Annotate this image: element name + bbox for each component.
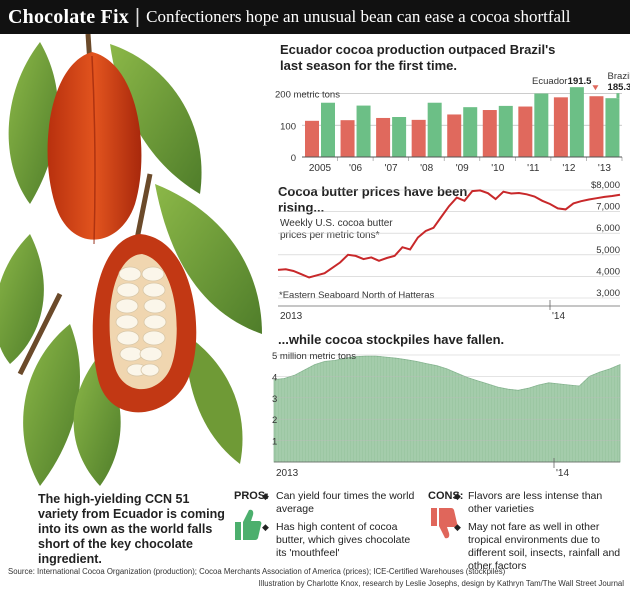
annotation-ecuador-value: 191.5 xyxy=(568,76,592,87)
bar-ecuador xyxy=(305,120,319,157)
x-tick-label: '10 xyxy=(491,163,504,174)
thumbs-up-icon xyxy=(235,509,262,540)
x-tick-label: 2013 xyxy=(276,468,299,479)
pros-item: Can yield four times the world average xyxy=(262,490,422,516)
stockpile-area xyxy=(273,355,621,463)
bar-brazil xyxy=(356,105,371,157)
y-tick-label: 3,000 xyxy=(596,288,620,299)
y-unit-label: 5 million metric tons xyxy=(272,351,356,362)
footer-sources: Source: International Cocoa Organization… xyxy=(8,567,506,576)
bar-brazil xyxy=(605,98,620,157)
bar-ecuador xyxy=(482,110,497,157)
cons-item: May not fare as well in other tropical e… xyxy=(454,521,626,573)
footer: Source: International Cocoa Organization… xyxy=(8,566,624,590)
y-tick-label: 100 xyxy=(280,121,296,132)
price-series-line xyxy=(277,189,621,279)
bar-ecuador xyxy=(589,96,604,157)
x-tick-label: '07 xyxy=(385,163,398,174)
x-tick-label: '14 xyxy=(556,468,569,479)
y-tick-label: 0 xyxy=(291,153,296,164)
y-tick-label: 2 xyxy=(272,415,277,426)
annotation-ecuador-label: Ecuador xyxy=(532,76,567,87)
y-unit-label: 200 metric tons xyxy=(275,90,340,101)
x-tick-label: '11 xyxy=(527,163,540,174)
x-tick-label: '12 xyxy=(562,163,575,174)
y-tick-label: 4,000 xyxy=(596,266,620,277)
price-chart-title: Cocoa butter prices have been rising... xyxy=(278,184,468,215)
y-tick-label: 3 xyxy=(272,394,277,405)
bar-brazil xyxy=(392,117,407,157)
x-tick-label: '13 xyxy=(598,163,611,174)
annotation-ecuador-marker xyxy=(592,85,599,91)
pros-label: PROS: xyxy=(234,490,269,502)
pros-item: Has high content of cocoa butter, which … xyxy=(262,521,422,560)
cocoa-pod-illustration xyxy=(0,34,262,486)
bar-ecuador xyxy=(447,114,462,157)
y-tick-label: $8,000 xyxy=(591,180,620,191)
y-tick-label: 1 xyxy=(272,437,277,448)
bar-ecuador xyxy=(518,106,533,157)
illustration-caption: The high-yielding CCN 51 variety from Ec… xyxy=(38,492,225,566)
cons-item: Flavors are less intense than other vari… xyxy=(454,490,626,516)
bar-ecuador xyxy=(411,119,426,157)
stock-chart-title: ...while cocoa stockpiles have fallen. xyxy=(278,332,505,347)
bar-ecuador xyxy=(553,97,568,157)
x-tick-label: '14 xyxy=(552,311,565,322)
bar-brazil xyxy=(427,102,442,157)
x-tick-label: '06 xyxy=(349,163,362,174)
x-tick-label: '08 xyxy=(420,163,433,174)
x-tick-label: '09 xyxy=(456,163,469,174)
x-tick-label: 2005 xyxy=(309,163,332,174)
brand-title: Chocolate Fix xyxy=(8,5,129,28)
pros-list: Can yield four times the world average H… xyxy=(262,490,422,565)
header-subtitle: Confectioners hope an unusual bean can e… xyxy=(146,7,571,26)
annotation-brazil-value: 185.3 xyxy=(608,82,630,93)
annotation-brazil-leader xyxy=(616,93,620,99)
thumbs-down-icon xyxy=(431,508,458,539)
bar-brazil xyxy=(498,105,513,157)
bar-ecuador xyxy=(376,117,391,157)
y-tick-label: 6,000 xyxy=(596,223,620,234)
cons-list: Flavors are less intense than other vari… xyxy=(454,490,626,578)
header-bar: Chocolate Fix | Confectioners hope an un… xyxy=(0,0,630,34)
bar-brazil xyxy=(321,102,335,157)
y-tick-label: 5,000 xyxy=(596,245,620,256)
price-chart-note: *Eastern Seaboard North of Hatteras xyxy=(279,290,435,301)
price-line-chart: $8,000 7,000 6,000 5,000 4,000 3,000 2013 '14 xyxy=(277,180,621,322)
bar-brazil xyxy=(569,87,584,157)
bar-brazil xyxy=(463,107,478,157)
price-chart-subtitle: Weekly U.S. cocoa butter prices per metr… xyxy=(280,218,393,241)
x-tick-label: 2013 xyxy=(280,311,303,322)
bar-ecuador xyxy=(340,120,355,157)
stock-area-chart: 5 million metric tons 4 3 2 1 2013 '14 xyxy=(272,351,621,479)
y-tick-label: 7,000 xyxy=(596,202,620,213)
production-chart-title: Ecuador cocoa production outpaced Brazil… xyxy=(280,42,556,73)
production-bar-chart: 200 metric tons 100 0 2005 '06 '07 '08 '09 '10 '1… xyxy=(275,71,630,174)
bar-brazil xyxy=(534,93,549,157)
annotation-brazil-label: Brazil xyxy=(608,71,630,82)
header-separator: | xyxy=(134,5,141,28)
footer-credits: Illustration by Charlotte Knox, research… xyxy=(258,579,624,588)
y-tick-label: 4 xyxy=(272,372,277,383)
